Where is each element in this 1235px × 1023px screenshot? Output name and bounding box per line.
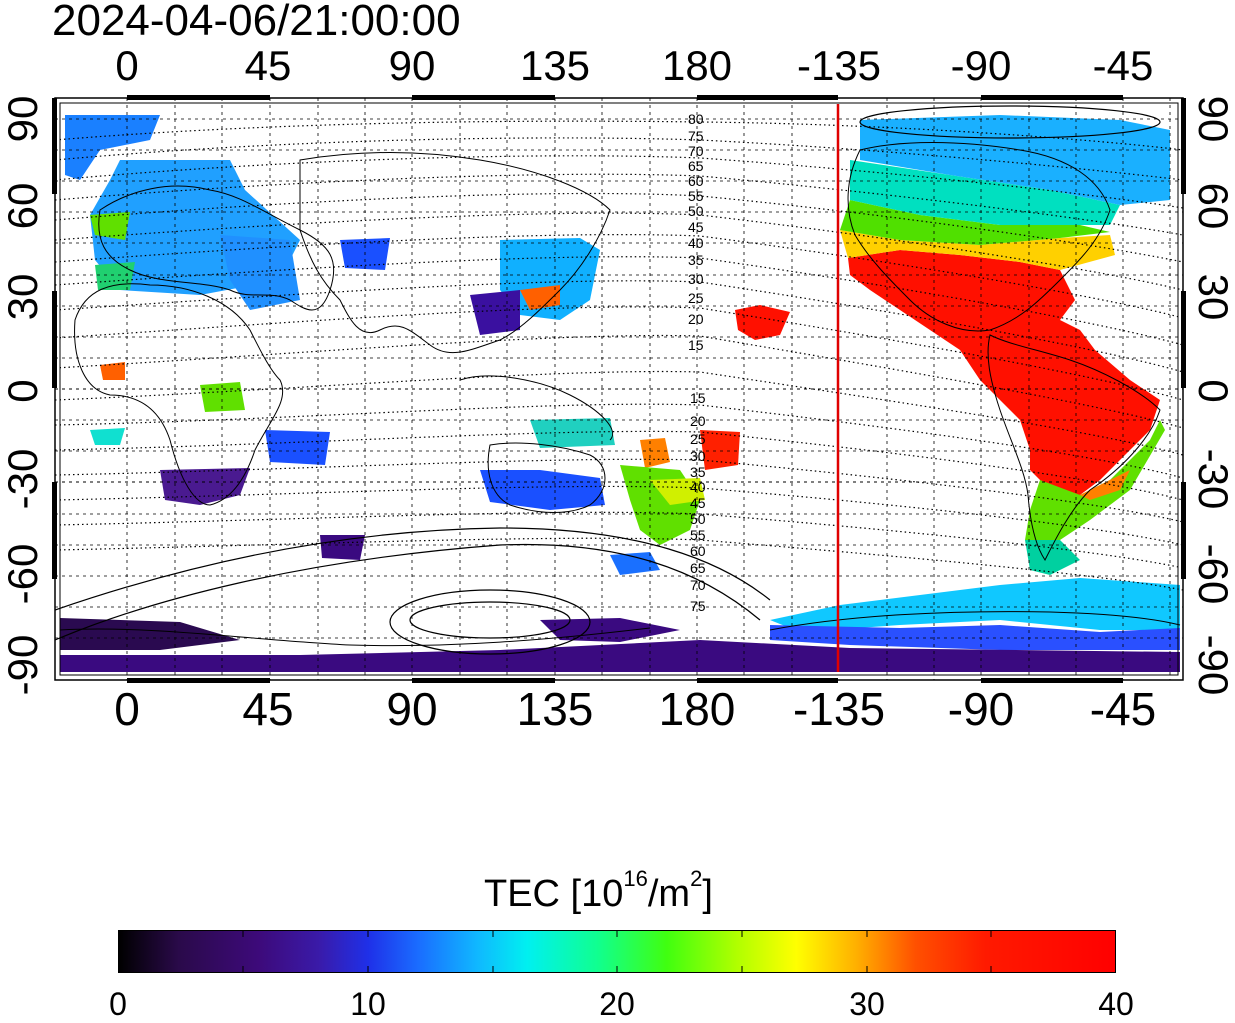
bottom-lon-label: 0 [114, 683, 140, 735]
map-inner-frame [59, 102, 1179, 676]
contour-label: 70 [690, 577, 706, 593]
contour-label: 80 [688, 111, 704, 127]
colorbar-tick-label: 10 [350, 986, 386, 1022]
contour-label: 55 [690, 527, 706, 543]
contour-label: 60 [690, 543, 706, 559]
bottom-lon-label: -135 [792, 683, 886, 735]
contour-label: 75 [688, 128, 704, 144]
contour-label: 60 [688, 173, 704, 189]
tec-contours [55, 120, 1183, 591]
colorbar-title-exponent2: 2 [690, 866, 703, 891]
contour-label: 20 [688, 311, 704, 327]
top-lon-label: 90 [388, 42, 436, 89]
contour-label: 25 [688, 290, 704, 306]
contour-label: 75 [690, 598, 706, 614]
colorbar-title-unit: /m [647, 873, 691, 915]
contour-label: 55 [688, 188, 704, 204]
contour-label: 25 [690, 431, 706, 447]
top-lon-label: -45 [1092, 42, 1154, 89]
contour-label: 45 [688, 219, 704, 235]
contour-label: 35 [690, 464, 706, 480]
colorbar [118, 930, 1116, 973]
bottom-lon-label: 135 [516, 683, 594, 735]
contour-label: 35 [688, 252, 704, 268]
top-lon-label: 45 [244, 42, 292, 89]
bottom-lon-label: 45 [242, 683, 294, 735]
bottom-lon-label: -45 [1089, 683, 1157, 735]
colorbar-title: TEC [1016/m2] [484, 866, 713, 916]
map-title: 2024-04-06/21:00:00 [52, 0, 461, 45]
top-lon-label: 180 [661, 42, 733, 89]
contour-label: 65 [688, 158, 704, 174]
contour-label: 30 [690, 448, 706, 464]
contour-label: 20 [690, 413, 706, 429]
contour-labels-upper: 80 75 70 65 60 55 50 45 40 35 30 25 20 1… [688, 111, 704, 353]
border-ticks [52, 95, 1186, 683]
tec-data-patches [60, 115, 1180, 672]
bottom-lon-label: 90 [386, 683, 438, 735]
colorbar-tick-label: 30 [849, 986, 885, 1022]
colorbar-title-suffix: ] [702, 873, 713, 915]
contour-label: 15 [690, 390, 706, 406]
colorbar-tick-label: 40 [1098, 986, 1134, 1022]
colorbar-tick-label: 20 [599, 986, 635, 1022]
contour-label: 65 [690, 560, 706, 576]
contour-label: 40 [690, 479, 706, 495]
coastlines [59, 142, 1181, 647]
colorbar-title-prefix: TEC [10 [484, 873, 624, 915]
contour-label: 15 [688, 337, 704, 353]
colorbar-title-exponent: 16 [623, 866, 648, 891]
top-lon-label: 0 [115, 42, 139, 89]
map-frame [54, 97, 1184, 681]
top-lon-label: 135 [519, 42, 591, 89]
contour-label: 70 [688, 143, 704, 159]
top-lon-label: -90 [950, 42, 1012, 89]
colorbar-tick-label: 0 [109, 986, 127, 1022]
contour-label: 45 [690, 495, 706, 511]
graticule [55, 98, 1183, 680]
contour-label: 40 [688, 235, 704, 251]
contour-labels-lower: 15 20 25 30 35 40 45 50 55 60 65 70 75 [690, 390, 706, 614]
bottom-lon-label: 180 [658, 683, 736, 735]
top-lon-label: -135 [796, 42, 882, 89]
contour-label: 30 [688, 271, 704, 287]
contour-label: 50 [690, 511, 706, 527]
bottom-lon-label: -90 [947, 683, 1015, 735]
contour-label: 50 [688, 203, 704, 219]
